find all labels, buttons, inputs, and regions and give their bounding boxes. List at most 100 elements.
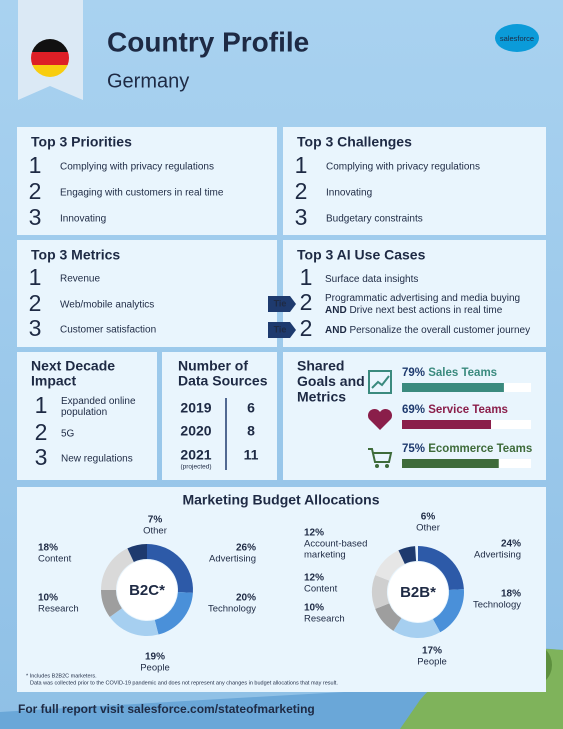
rank: 2: [300, 289, 313, 315]
rank: 3: [29, 204, 42, 230]
flag: [31, 39, 69, 77]
icon: [368, 448, 393, 463]
panel-title: Impact: [31, 373, 76, 389]
rank: 1: [295, 152, 308, 178]
icon: [368, 370, 392, 394]
rank: 2: [29, 290, 42, 316]
value-label: 24%: [501, 539, 521, 550]
tie-label: Tie: [274, 298, 287, 308]
item-text: Engaging with customers in real time: [60, 188, 224, 199]
panel-title: Shared: [297, 358, 344, 374]
footer: For full report visit salesforce.com/sta…: [18, 702, 315, 716]
item-text: Budgetary constraints: [326, 214, 423, 225]
segment-name: Other: [416, 523, 440, 534]
logo-text: salesforce: [500, 34, 534, 43]
bar-label: 69% Service Teams: [402, 404, 508, 416]
bar-label: 79% Sales Teams: [402, 367, 497, 379]
team-name: Ecommerce Teams: [428, 443, 532, 455]
donut-segment: [147, 544, 193, 593]
year: 2021: [180, 447, 211, 463]
value-label: 26%: [236, 543, 256, 554]
segment-name: marketing: [304, 550, 346, 561]
value-label: 12%: [304, 573, 324, 584]
icon: [367, 408, 393, 430]
item-text: Expanded online: [61, 396, 136, 407]
item-text: Programmatic advertising and media buyin…: [325, 293, 520, 304]
panel-title: Top 3 Challenges: [297, 134, 412, 150]
segment-name: Other: [143, 526, 167, 537]
value-label: 18%: [38, 543, 58, 554]
item-text: Personalize the overall customer journey: [349, 325, 530, 336]
rank: 3: [295, 204, 308, 230]
donut-segment: [372, 575, 390, 609]
item-text: AND Drive next best actions in real time: [325, 305, 503, 316]
count: 6: [247, 400, 255, 416]
item-text: Drive next best actions in real time: [349, 305, 502, 316]
subtitle: Germany: [107, 70, 189, 92]
icon: [375, 464, 379, 468]
value-label: 75%: [402, 443, 425, 455]
donut-center: B2B*: [400, 584, 436, 601]
donut-segment: [154, 591, 193, 635]
team-name: Sales Teams: [428, 367, 497, 379]
icon: [371, 375, 390, 389]
value-label: 69%: [402, 404, 425, 416]
section-title: Marketing Budget Allocations: [182, 492, 379, 508]
donut-segment: [375, 550, 405, 581]
item-text: Customer satisfaction: [60, 325, 156, 336]
panel: [283, 127, 546, 235]
value-label: 10%: [304, 603, 324, 614]
donut-segment: [101, 548, 134, 590]
item-text: Complying with privacy regulations: [326, 162, 480, 173]
donut-segment: [375, 603, 402, 631]
bar: [402, 420, 492, 429]
donut-segment: [398, 546, 417, 564]
panel: [17, 240, 277, 347]
panel: [17, 127, 277, 235]
count: 11: [244, 447, 259, 463]
icon: [385, 464, 389, 468]
value-label: 18%: [501, 589, 521, 600]
segment-name: Research: [38, 604, 79, 615]
bar: [402, 459, 499, 468]
item-text: New regulations: [61, 454, 133, 465]
year: 2019: [180, 400, 211, 416]
segment-name: Content: [304, 584, 338, 595]
segment-name: People: [140, 663, 170, 674]
item-text: Surface data insights: [325, 274, 418, 285]
panel: [283, 352, 546, 480]
bar-label: 75% Ecommerce Teams: [402, 443, 532, 455]
year: 2020: [180, 423, 211, 439]
title: Country Profile: [107, 26, 309, 57]
rank: 3: [35, 444, 48, 470]
rank: 2: [300, 315, 313, 341]
count: 8: [247, 423, 255, 439]
segment-name: People: [417, 657, 447, 668]
rank: 2: [295, 178, 308, 204]
donut-center: B2C*: [129, 582, 165, 599]
item-text: Surface data insights: [325, 274, 418, 285]
panel-title: Next Decade: [31, 358, 115, 374]
panel: [17, 352, 157, 480]
team-name: Service Teams: [428, 404, 508, 416]
donut-segment: [393, 618, 441, 638]
panel-title: Top 3 AI Use Cases: [297, 247, 426, 263]
panel: [17, 487, 546, 692]
donut-segment: [432, 589, 465, 633]
item-text: AND Personalize the overall customer jou…: [325, 325, 530, 336]
note: (projected): [180, 464, 211, 471]
tie-label: Tie: [274, 324, 287, 334]
value-label: 19%: [145, 652, 165, 663]
item-text: Web/mobile analytics: [60, 300, 154, 311]
value-label: 12%: [304, 528, 324, 539]
item-text: 5G: [61, 429, 75, 440]
tie-tag: [268, 322, 296, 338]
value-label: 6%: [421, 512, 436, 523]
emphasis: AND: [325, 325, 347, 336]
value-label: 17%: [422, 646, 442, 657]
emphasis: AND: [325, 305, 347, 316]
item-text: Complying with privacy regulations: [60, 162, 214, 173]
footnote: * Includes B2B2C marketers.: [26, 673, 97, 679]
donut-segment: [127, 544, 147, 562]
